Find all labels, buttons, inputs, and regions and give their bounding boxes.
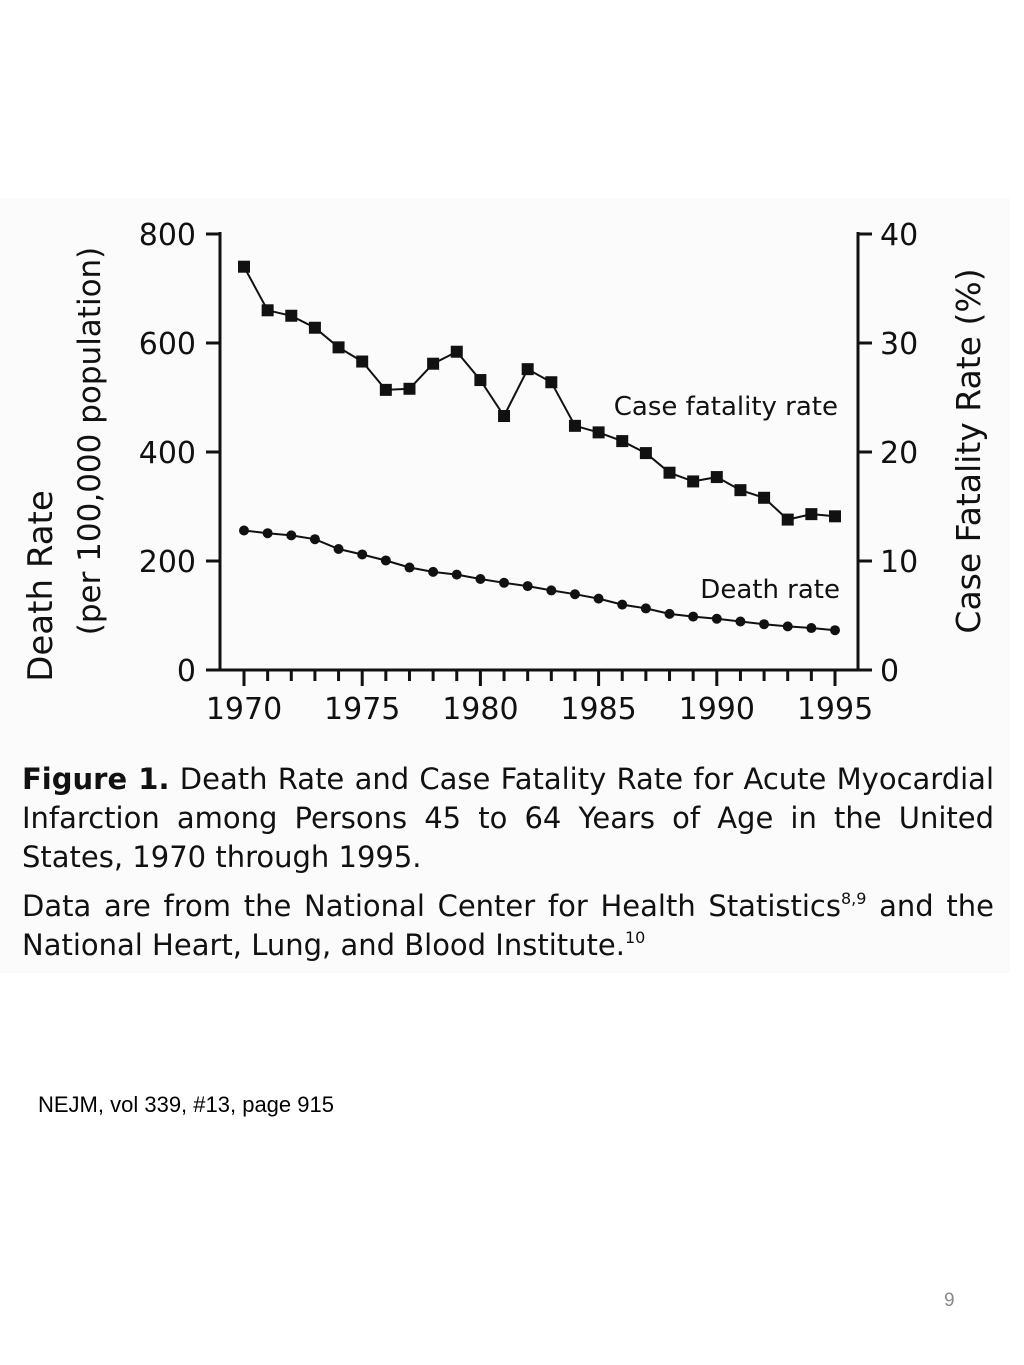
case-fatality-rate-point — [308, 321, 321, 334]
case-fatality-rate-point — [545, 376, 558, 389]
case-fatality-rate-point — [829, 510, 841, 523]
case-fatality-rate-point — [379, 383, 392, 396]
death-rate-point — [451, 569, 462, 580]
case-fatality-rate-point — [474, 374, 487, 387]
secondary-y-tick-label: 30 — [880, 327, 918, 362]
y-axis-label: Death Rate — [21, 490, 61, 682]
case-fatality-rate-point — [781, 513, 794, 526]
secondary-y-tick-label: 40 — [880, 218, 918, 253]
figure-caption: Figure 1. Death Rate and Case Fatality R… — [22, 760, 994, 965]
y-tick-label: 400 — [139, 436, 196, 471]
y-tick-label: 200 — [139, 545, 196, 580]
death-rate-point — [546, 585, 557, 596]
case-fatality-rate-point — [805, 508, 818, 521]
case-fatality-rate-point — [734, 484, 747, 497]
y-tick-label: 800 — [139, 218, 196, 253]
case-fatality-rate-point — [427, 357, 440, 370]
x-tick-label: 1980 — [442, 692, 518, 727]
case-fatality-rate-point — [332, 341, 345, 354]
death-rate-point — [309, 534, 320, 545]
death-rate-point — [428, 566, 439, 577]
case-fatality-rate-point — [639, 447, 652, 460]
case-fatality-rate-point — [521, 363, 534, 376]
death-rate-point — [262, 528, 273, 539]
death-rate-point — [357, 549, 368, 560]
caption-title-text: Death Rate and Case Fatality Rate for Ac… — [22, 762, 994, 874]
death-rate-point — [499, 577, 510, 588]
series-label-case-fatality-rate: Case fatality rate — [614, 392, 838, 422]
axis-ticks — [206, 232, 872, 686]
y-tick-label: 600 — [139, 327, 196, 362]
caption-title: Figure 1. Death Rate and Case Fatality R… — [22, 760, 994, 877]
footnote-ref: 8,9 — [840, 889, 867, 908]
caption-note-text-2: and the National Heart, Lung, and Blood … — [22, 889, 995, 962]
death-rate-point — [593, 593, 604, 604]
case-fatality-rate-point — [710, 471, 723, 484]
secondary-y-tick-label: 0 — [880, 654, 899, 689]
secondary-y-tick-label: 10 — [880, 545, 918, 580]
secondary-y-axis-label: Case Fatality Rate (%) — [949, 268, 988, 633]
x-tick-label: 1970 — [206, 692, 282, 727]
x-tick-label: 1990 — [679, 692, 755, 727]
case-fatality-rate-point — [616, 435, 629, 448]
death-rate-point — [664, 608, 675, 619]
chart: 0 200 400 600 800 0 10 20 30 40 1970 1975 1980 1985 19… — [21, 218, 988, 727]
death-rate-point — [239, 525, 249, 536]
death-rate-point — [759, 619, 770, 630]
death-rate-point — [286, 530, 297, 541]
case-fatality-rate-point — [687, 475, 700, 488]
secondary-y-tick-label: 20 — [880, 436, 918, 471]
case-fatality-rate-point — [450, 345, 463, 358]
footnote-ref: 10 — [624, 928, 646, 947]
death-rate-point — [569, 589, 580, 600]
case-fatality-rate-point — [663, 466, 676, 479]
x-tick-label: 1975 — [324, 692, 400, 727]
death-rate-point — [380, 555, 391, 566]
y-tick-label: 0 — [177, 654, 196, 689]
death-rate-point — [688, 611, 699, 622]
death-rate-point — [617, 599, 628, 610]
case-fatality-rate-point — [403, 382, 416, 395]
death-rate-point — [806, 623, 817, 634]
death-rate-point — [333, 544, 344, 555]
case-fatality-rate-point — [568, 419, 581, 432]
death-rate-point — [522, 581, 533, 592]
case-fatality-rate-point — [285, 309, 298, 322]
case-fatality-rate-point — [592, 426, 605, 439]
figure-label: Figure 1. — [22, 762, 170, 796]
case-fatality-rate-point — [356, 355, 369, 368]
death-rate-point — [640, 603, 651, 614]
death-rate-point — [711, 613, 722, 624]
source-citation: NEJM, vol 339, #13, page 915 — [38, 1092, 334, 1117]
case-fatality-rate-point — [261, 304, 274, 317]
page-number: 9 — [944, 1290, 955, 1311]
x-tick-label: 1985 — [560, 692, 636, 727]
caption-note: Data are from the National Center for He… — [22, 887, 994, 965]
case-fatality-rate-point — [758, 491, 771, 504]
death-rate-point — [404, 562, 415, 573]
x-tick-label: 1995 — [797, 692, 873, 727]
death-rate-point — [735, 616, 746, 627]
caption-note-text: Data are from the National Center for He… — [22, 889, 841, 923]
death-rate-point — [782, 621, 793, 632]
case-fatality-rate-point — [498, 410, 511, 423]
death-rate-point — [475, 573, 486, 584]
case-fatality-rate-point — [238, 260, 250, 273]
series-markers — [238, 260, 841, 636]
axis-tick-labels: 0 200 400 600 800 0 10 20 30 40 1970 1975 1980 1985 19… — [139, 218, 918, 727]
death-rate-point — [830, 625, 840, 636]
series-label-death-rate: Death rate — [700, 575, 840, 605]
y-axis-label-units: (per 100,000 population) — [72, 247, 108, 636]
